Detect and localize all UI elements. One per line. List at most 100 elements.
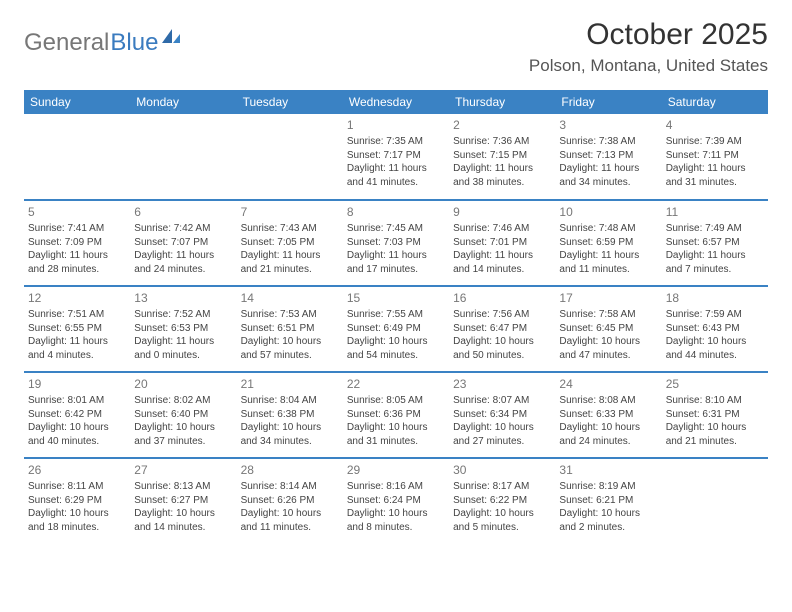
calendar-row: 26 Sunrise: 8:11 AMSunset: 6:29 PMDayligh… <box>24 458 768 544</box>
day-info: Sunrise: 7:45 AMSunset: 7:03 PMDaylight:… <box>347 222 445 276</box>
calendar-head: SundayMondayTuesdayWednesdayThursdayFrid… <box>24 90 768 114</box>
day-number: 4 <box>666 117 764 133</box>
calendar-cell: 20 Sunrise: 8:02 AMSunset: 6:40 PMDayligh… <box>130 372 236 458</box>
day-header-row: SundayMondayTuesdayWednesdayThursdayFrid… <box>24 90 768 114</box>
day-number: 6 <box>134 204 232 220</box>
sail-icon <box>160 24 182 52</box>
day-info: Sunrise: 8:11 AMSunset: 6:29 PMDaylight:… <box>28 480 126 534</box>
calendar-cell: 3 Sunrise: 7:38 AMSunset: 7:13 PMDaylight… <box>555 114 661 200</box>
day-number: 25 <box>666 376 764 392</box>
calendar-cell: 18Sunrise: 7:59 AMSunset: 6:43 PMDayligh… <box>662 286 768 372</box>
calendar-row: 12Sunrise: 7:51 AMSunset: 6:55 PMDayligh… <box>24 286 768 372</box>
day-info: Sunrise: 8:10 AMSunset: 6:31 PMDaylight:… <box>666 394 764 448</box>
day-info: Sunrise: 8:16 AMSunset: 6:24 PMDaylight:… <box>347 480 445 534</box>
brand-part2: Blue <box>110 29 158 57</box>
day-info: Sunrise: 8:13 AMSunset: 6:27 PMDaylight:… <box>134 480 232 534</box>
calendar-cell: 8 Sunrise: 7:45 AMSunset: 7:03 PMDaylight… <box>343 200 449 286</box>
day-info: Sunrise: 7:42 AMSunset: 7:07 PMDaylight:… <box>134 222 232 276</box>
calendar-cell: 29 Sunrise: 8:16 AMSunset: 6:24 PMDayligh… <box>343 458 449 544</box>
calendar-cell: 23 Sunrise: 8:07 AMSunset: 6:34 PMDayligh… <box>449 372 555 458</box>
calendar-cell: 21 Sunrise: 8:04 AMSunset: 6:38 PMDayligh… <box>237 372 343 458</box>
calendar-cell: 30Sunrise: 8:17 AMSunset: 6:22 PMDayligh… <box>449 458 555 544</box>
day-number: 13 <box>134 290 232 306</box>
day-number: 11 <box>666 204 764 220</box>
calendar-cell: 27 Sunrise: 8:13 AMSunset: 6:27 PMDayligh… <box>130 458 236 544</box>
day-info: Sunrise: 7:39 AMSunset: 7:11 PMDaylight:… <box>666 135 764 189</box>
calendar-cell: 19 Sunrise: 8:01 AMSunset: 6:42 PMDayligh… <box>24 372 130 458</box>
page-container: GeneralBlue October 2025 Polson, Montana… <box>0 0 792 554</box>
day-number: 7 <box>241 204 339 220</box>
calendar-cell: 1 Sunrise: 7:35 AMSunset: 7:17 PMDaylight… <box>343 114 449 200</box>
brand-logo: GeneralBlue <box>24 18 182 62</box>
day-number: 26 <box>28 462 126 478</box>
day-number: 10 <box>559 204 657 220</box>
calendar-cell: 6 Sunrise: 7:42 AMSunset: 7:07 PMDaylight… <box>130 200 236 286</box>
day-info: Sunrise: 8:05 AMSunset: 6:36 PMDaylight:… <box>347 394 445 448</box>
calendar-cell: 13Sunrise: 7:52 AMSunset: 6:53 PMDayligh… <box>130 286 236 372</box>
day-header: Wednesday <box>343 90 449 114</box>
day-number: 17 <box>559 290 657 306</box>
day-info: Sunrise: 7:35 AMSunset: 7:17 PMDaylight:… <box>347 135 445 189</box>
day-info: Sunrise: 7:36 AMSunset: 7:15 PMDaylight:… <box>453 135 551 189</box>
day-info: Sunrise: 7:56 AMSunset: 6:47 PMDaylight:… <box>453 308 551 362</box>
day-number: 19 <box>28 376 126 392</box>
day-info: Sunrise: 8:04 AMSunset: 6:38 PMDaylight:… <box>241 394 339 448</box>
day-info: Sunrise: 7:55 AMSunset: 6:49 PMDaylight:… <box>347 308 445 362</box>
day-info: Sunrise: 7:38 AMSunset: 7:13 PMDaylight:… <box>559 135 657 189</box>
day-info: Sunrise: 8:02 AMSunset: 6:40 PMDaylight:… <box>134 394 232 448</box>
calendar-cell: 14Sunrise: 7:53 AMSunset: 6:51 PMDayligh… <box>237 286 343 372</box>
calendar-cell: 28 Sunrise: 8:14 AMSunset: 6:26 PMDayligh… <box>237 458 343 544</box>
calendar-row: 5 Sunrise: 7:41 AMSunset: 7:09 PMDaylight… <box>24 200 768 286</box>
day-number: 14 <box>241 290 339 306</box>
calendar-cell: 12Sunrise: 7:51 AMSunset: 6:55 PMDayligh… <box>24 286 130 372</box>
day-number: 1 <box>347 117 445 133</box>
calendar-cell: 10Sunrise: 7:48 AMSunset: 6:59 PMDayligh… <box>555 200 661 286</box>
day-info: Sunrise: 8:14 AMSunset: 6:26 PMDaylight:… <box>241 480 339 534</box>
calendar-cell: 31Sunrise: 8:19 AMSunset: 6:21 PMDayligh… <box>555 458 661 544</box>
calendar-table: SundayMondayTuesdayWednesdayThursdayFrid… <box>24 90 768 544</box>
day-header: Tuesday <box>237 90 343 114</box>
day-number: 5 <box>28 204 126 220</box>
day-number: 28 <box>241 462 339 478</box>
day-number: 24 <box>559 376 657 392</box>
day-number: 27 <box>134 462 232 478</box>
day-number: 29 <box>347 462 445 478</box>
calendar-cell: 16 Sunrise: 7:56 AMSunset: 6:47 PMDayligh… <box>449 286 555 372</box>
calendar-row: 19 Sunrise: 8:01 AMSunset: 6:42 PMDayligh… <box>24 372 768 458</box>
day-number: 2 <box>453 117 551 133</box>
day-number: 9 <box>453 204 551 220</box>
day-info: Sunrise: 8:01 AMSunset: 6:42 PMDaylight:… <box>28 394 126 448</box>
day-number: 21 <box>241 376 339 392</box>
day-info: Sunrise: 7:43 AMSunset: 7:05 PMDaylight:… <box>241 222 339 276</box>
day-info: Sunrise: 8:19 AMSunset: 6:21 PMDaylight:… <box>559 480 657 534</box>
calendar-cell <box>130 114 236 200</box>
month-title: October 2025 <box>529 18 768 52</box>
day-info: Sunrise: 7:58 AMSunset: 6:45 PMDaylight:… <box>559 308 657 362</box>
day-number: 16 <box>453 290 551 306</box>
calendar-cell <box>662 458 768 544</box>
calendar-cell: 26 Sunrise: 8:11 AMSunset: 6:29 PMDayligh… <box>24 458 130 544</box>
calendar-cell: 22Sunrise: 8:05 AMSunset: 6:36 PMDayligh… <box>343 372 449 458</box>
day-info: Sunrise: 7:49 AMSunset: 6:57 PMDaylight:… <box>666 222 764 276</box>
day-number: 23 <box>453 376 551 392</box>
day-header: Friday <box>555 90 661 114</box>
calendar-cell: 25 Sunrise: 8:10 AMSunset: 6:31 PMDayligh… <box>662 372 768 458</box>
day-header: Monday <box>130 90 236 114</box>
day-header: Thursday <box>449 90 555 114</box>
day-info: Sunrise: 8:07 AMSunset: 6:34 PMDaylight:… <box>453 394 551 448</box>
day-header: Saturday <box>662 90 768 114</box>
day-number: 18 <box>666 290 764 306</box>
calendar-cell: 7 Sunrise: 7:43 AMSunset: 7:05 PMDaylight… <box>237 200 343 286</box>
calendar-row: 1 Sunrise: 7:35 AMSunset: 7:17 PMDaylight… <box>24 114 768 200</box>
day-info: Sunrise: 7:46 AMSunset: 7:01 PMDaylight:… <box>453 222 551 276</box>
day-header: Sunday <box>24 90 130 114</box>
day-number: 12 <box>28 290 126 306</box>
day-number: 8 <box>347 204 445 220</box>
calendar-cell: 2 Sunrise: 7:36 AMSunset: 7:15 PMDaylight… <box>449 114 555 200</box>
day-info: Sunrise: 7:41 AMSunset: 7:09 PMDaylight:… <box>28 222 126 276</box>
day-number: 3 <box>559 117 657 133</box>
calendar-cell: 9 Sunrise: 7:46 AMSunset: 7:01 PMDaylight… <box>449 200 555 286</box>
day-number: 20 <box>134 376 232 392</box>
calendar-cell: 24Sunrise: 8:08 AMSunset: 6:33 PMDayligh… <box>555 372 661 458</box>
location-text: Polson, Montana, United States <box>529 56 768 76</box>
